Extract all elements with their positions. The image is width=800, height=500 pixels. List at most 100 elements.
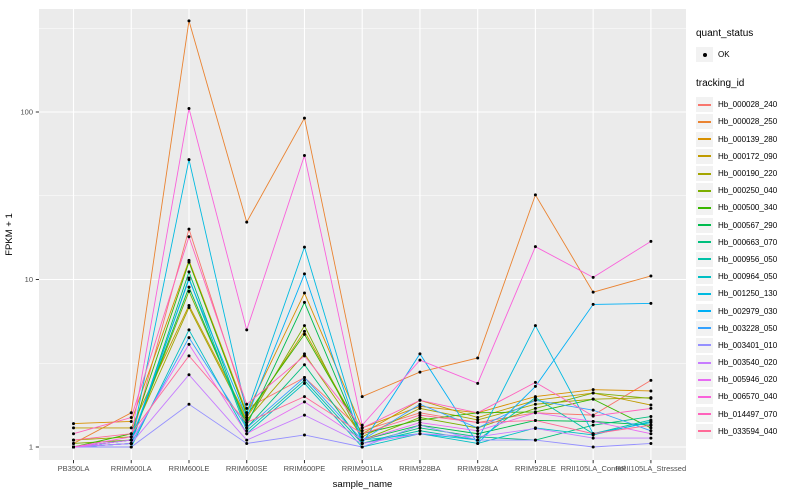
data-point — [476, 416, 480, 420]
x-tick-label: RRII105LA_Control — [561, 464, 626, 473]
legend-line-swatch — [698, 241, 711, 244]
data-point — [187, 289, 191, 293]
data-point — [360, 429, 364, 433]
legend-item-label: Hb_033594_040 — [718, 426, 778, 436]
data-point — [245, 328, 249, 332]
legend-line-swatch — [698, 378, 711, 381]
legend-item-label: Hb_000028_250 — [718, 117, 778, 127]
data-point — [187, 278, 191, 281]
data-point — [533, 411, 537, 415]
legend-title-quant-status: quant_status — [696, 28, 754, 39]
x-tick-label: RRIM928BA — [399, 464, 441, 473]
data-point — [129, 438, 133, 442]
data-point — [418, 416, 422, 420]
data-point — [533, 402, 537, 406]
legend-key-box — [696, 320, 713, 336]
legend-item-label: Hb_003401_010 — [718, 340, 778, 350]
data-point — [649, 301, 653, 305]
x-tick-label: RRIM901LA — [342, 464, 383, 473]
legend-line-swatch — [698, 206, 711, 209]
legend-item-Hb_000172_090: Hb_000172_090 — [696, 148, 800, 165]
legend-line-swatch — [698, 430, 711, 433]
data-point — [245, 438, 249, 442]
data-point — [649, 429, 653, 433]
data-point — [360, 438, 364, 442]
data-point — [245, 423, 249, 427]
data-point — [533, 324, 537, 328]
legend-item-Hb_000139_280: Hb_000139_280 — [696, 131, 800, 148]
legend-key-box — [696, 269, 713, 285]
data-point — [418, 413, 422, 417]
data-point — [418, 423, 422, 427]
data-point — [649, 396, 653, 400]
data-point — [533, 406, 537, 410]
data-point — [129, 441, 133, 445]
legend-line-swatch — [698, 275, 711, 278]
data-point — [302, 352, 306, 356]
data-point — [302, 400, 306, 404]
legend: quant_status OK tracking_id Hb_000028_24… — [696, 0, 800, 500]
data-point — [360, 435, 364, 439]
data-point — [302, 378, 306, 382]
legend-key-box — [696, 286, 713, 302]
legend-key-box — [696, 200, 713, 216]
data-point — [245, 411, 249, 415]
data-point — [360, 432, 364, 436]
legend-line-swatch — [698, 395, 711, 398]
data-point — [591, 275, 595, 279]
data-point — [129, 435, 133, 439]
data-point — [245, 432, 249, 436]
data-point — [360, 426, 364, 430]
legend-item-label: Hb_000500_340 — [718, 203, 778, 213]
legend-key-box — [696, 234, 713, 250]
data-point — [476, 426, 480, 430]
data-point — [476, 421, 480, 425]
legend-key-box — [696, 423, 713, 439]
data-point — [418, 370, 422, 374]
data-point — [533, 380, 537, 384]
data-point — [129, 426, 133, 430]
y-tick-label: 10 — [25, 275, 33, 284]
data-point — [302, 324, 306, 328]
y-axis-title: FPKM + 1 — [4, 213, 15, 256]
data-point — [649, 274, 653, 278]
legend-line-swatch — [698, 138, 711, 141]
data-point — [591, 432, 595, 436]
legend-line-swatch — [698, 292, 711, 295]
data-point — [302, 153, 306, 157]
x-tick-label: RRIM928LE — [515, 464, 556, 473]
data-point — [591, 423, 595, 427]
data-point — [187, 270, 191, 274]
legend-items-list: Hb_000028_240 Hb_000028_250 Hb_000139_280 H… — [696, 96, 800, 440]
data-point — [476, 356, 480, 360]
data-point — [418, 421, 422, 425]
data-point — [187, 373, 191, 377]
legend-item-Hb_003228_050: Hb_003228_050 — [696, 320, 800, 337]
legend-item-label: Hb_001250_130 — [718, 289, 778, 299]
legend-item-label: Hb_006570_040 — [718, 392, 778, 402]
legend-item-Hb_000567_290: Hb_000567_290 — [696, 217, 800, 234]
legend-item-label: OK — [718, 50, 730, 60]
legend-item-Hb_006570_040: Hb_006570_040 — [696, 388, 800, 405]
legend-item-label: Hb_000250_040 — [718, 186, 778, 196]
legend-line-swatch — [698, 413, 711, 416]
data-point — [533, 245, 537, 249]
data-point — [649, 378, 653, 382]
data-point — [591, 436, 595, 440]
data-point — [418, 418, 422, 422]
y-tick-label: 1 — [29, 443, 33, 452]
legend-key-box — [696, 372, 713, 388]
x-tick-label: RRIM600PE — [284, 464, 326, 473]
data-point — [533, 384, 537, 388]
data-point — [72, 441, 75, 445]
data-point — [187, 158, 191, 162]
legend-item-Hb_000028_240: Hb_000028_240 — [696, 96, 800, 113]
legend-line-swatch — [698, 189, 711, 192]
legend-item-Hb_000190_220: Hb_000190_220 — [696, 165, 800, 182]
legend-line-swatch — [698, 258, 711, 261]
data-point — [129, 411, 133, 415]
data-point — [245, 406, 249, 410]
data-point — [476, 418, 480, 422]
data-point — [245, 429, 249, 433]
